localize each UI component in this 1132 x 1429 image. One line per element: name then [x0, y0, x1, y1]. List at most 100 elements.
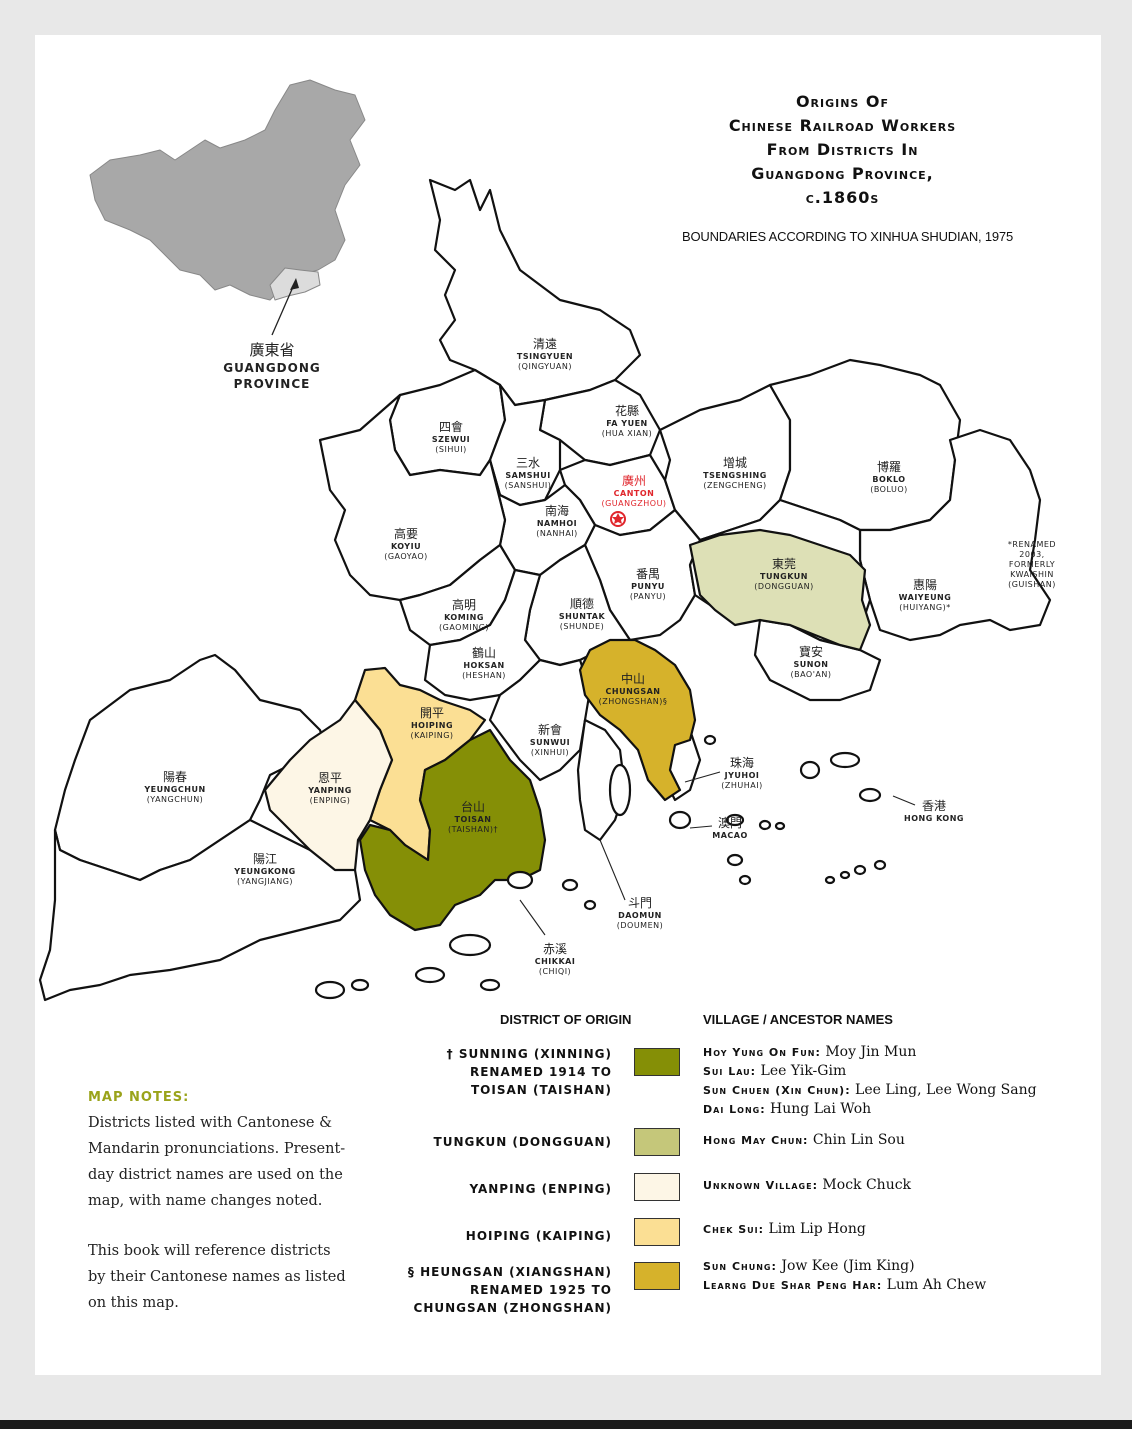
title-line-3: From Districts In — [766, 140, 919, 159]
district-label-md: (SIHUI) — [435, 445, 467, 454]
bottom-bar — [0, 1420, 1132, 1429]
district-label-en: JYUHOI — [724, 771, 760, 780]
district-label-cn: 恩平 — [317, 771, 343, 785]
district-label-cn: 番禺 — [635, 567, 661, 581]
title-line-5: c.1860s — [805, 188, 880, 207]
district-label-md: (DOUMEN) — [616, 921, 664, 930]
district-label: 斗門 DAOMUN (DOUMEN) — [617, 896, 664, 931]
district-label: 高明 KOMING (GAOMING) — [439, 598, 489, 633]
district-label-md: (BOLUO) — [870, 485, 908, 494]
district-label-cn: 博羅 — [876, 460, 902, 474]
district-label-md: (HUA XIAN) — [601, 429, 653, 438]
district-label-cn: 南海 — [544, 504, 569, 518]
district-label-en: KOYIU — [390, 542, 422, 551]
inset-label-line1: GUANGDONG — [223, 361, 321, 375]
district-label-cn: 中山 — [620, 672, 645, 686]
district-label-md: (YANGCHUN) — [146, 795, 204, 804]
district-label-cn: 赤溪 — [542, 942, 568, 956]
district-label-en: CHUNGSAN — [605, 687, 661, 696]
district-zhongshan-fill — [578, 638, 697, 802]
district-label-cn: 珠海 — [729, 756, 755, 770]
district-label-cn: 斗門 — [627, 896, 652, 910]
renamed-note-line: 2003, — [1019, 550, 1045, 559]
legend-district-line: RENAMED 1914 TO — [469, 1065, 612, 1079]
district-label-md: (YANGJIANG) — [236, 877, 294, 886]
district-label-en: SUNWUI — [529, 738, 571, 747]
district-label: 珠海 JYUHOI (ZHUHAI) — [721, 756, 762, 791]
district-label: 高要 KOYIU (GAOYAO) — [384, 527, 428, 562]
district-label-cn: 增城 — [722, 456, 748, 470]
district-label-md: (ZHUHAI) — [721, 781, 763, 790]
legend-district-line: § HEUNGSAN (XIANGSHAN) — [407, 1265, 612, 1279]
district-label-cn: 澳門 — [717, 816, 743, 830]
village-name: Learng Due Shar Peng Har: — [703, 1279, 883, 1292]
district-label: 花縣 FA YUEN (HUA XIAN) — [602, 404, 652, 439]
legend-swatch-yanping — [634, 1173, 680, 1201]
map-notes-paragraph-1: Districts listed with Cantonese & Mandar… — [88, 1115, 346, 1209]
district-label-cn: 開平 — [419, 706, 445, 720]
map-subtitle: BOUNDARIES ACCORDING TO XINHUA SHUDIAN, … — [682, 229, 1013, 244]
district-label: 南海 NAMHOI (NANHAI) — [536, 504, 578, 539]
village-name: Hoy Yung On Fun: — [703, 1046, 821, 1059]
canton-star-icon — [612, 513, 624, 524]
ancestor-names: Lum Ah Chew — [882, 1277, 987, 1293]
district-label-en: TSINGYUEN — [516, 352, 574, 361]
district-label-en: SAMSHUI — [505, 471, 551, 480]
district-label-en: HONG KONG — [904, 814, 964, 823]
district-label: 三水 SAMSHUI (SANSHUI) — [505, 456, 552, 491]
legend-swatch-tungkun — [634, 1128, 680, 1156]
district-label-cn: 高明 — [451, 598, 477, 612]
china-outline — [89, 79, 366, 301]
village-name: Sun Chung: — [703, 1260, 777, 1273]
district-label-cn: 廣州 — [621, 474, 647, 488]
legend-swatch-hoiping — [634, 1218, 680, 1246]
inset-label: 廣東省 GUANGDONG PROVINCE — [223, 340, 320, 392]
district-label-md: (PANYU) — [629, 592, 667, 601]
district-heshan — [423, 568, 542, 702]
village-name: Sui Lau: — [703, 1065, 757, 1078]
district-label-cn: 陽春 — [162, 770, 187, 784]
inset-arrowhead — [290, 278, 299, 290]
district-label-md: (ZENGCHENG) — [703, 481, 767, 490]
legend-swatch-chungsan — [634, 1262, 680, 1290]
district-label: 博羅 BOKLO (BOLUO) — [870, 460, 908, 495]
district-label-en: FA YUEN — [606, 419, 648, 428]
map-notes-paragraph-2: This book will reference districts by th… — [88, 1243, 346, 1311]
district-label-en: NAMHOI — [536, 519, 578, 528]
district-label: 開平 HOIPING (KAIPING) — [410, 706, 453, 741]
district-label-cn: 四會 — [438, 420, 464, 434]
district-label-md: (HUIYANG)* — [899, 603, 951, 612]
district-label-en: YEUNGCHUN — [144, 785, 206, 794]
legend-head-district: DISTRICT OF ORIGIN — [500, 1012, 632, 1027]
district-label: 中山 CHUNGSAN (ZHONGSHAN)§ — [599, 672, 668, 707]
district-label-cn: 順德 — [569, 597, 594, 611]
district-label-cn: 香港 — [921, 799, 947, 813]
district-label-md: (ENPING) — [309, 796, 351, 805]
village-name: Sun Chuen (Xin Chun): — [703, 1084, 851, 1097]
title-line-4: Guangdong Province, — [751, 164, 934, 183]
district-label: 赤溪 CHIKKAI (CHIQI) — [535, 942, 576, 977]
ancestor-names: Moy Jin Mun — [820, 1044, 917, 1060]
district-label-md: (GUANGZHOU) — [601, 499, 667, 508]
district-label-en: DAOMUN — [618, 911, 662, 920]
district-label-md: (HESHAN) — [462, 671, 506, 680]
renamed-note-line: FORMERLY — [1008, 560, 1056, 569]
legend-district-chungsan: § HEUNGSAN (XIANGSHAN) RENAMED 1925 TO C… — [408, 1263, 612, 1317]
district-label: 清遠 TSINGYUEN (QINGYUAN) — [517, 337, 573, 372]
district-label-en: SHUNTAK — [558, 612, 606, 621]
district-boluo — [768, 358, 962, 532]
title-line-1: Origins Of — [795, 92, 890, 111]
district-label-en: SUNON — [793, 660, 829, 669]
legend-district-tungkun: TUNGKUN (DONGGUAN) — [434, 1133, 612, 1151]
legend-district-line: YANPING (ENPING) — [469, 1182, 612, 1196]
district-label-md: (ZHONGSHAN)§ — [598, 697, 668, 706]
district-label-md: (BAO'AN) — [790, 670, 832, 679]
district-label-en: KOMING — [444, 613, 484, 622]
legend-district-hoiping: HOIPING (KAIPING) — [466, 1227, 612, 1245]
district-label-cn: 寶安 — [798, 645, 824, 659]
district-label-en: SZEWUI — [431, 435, 471, 444]
renamed-note-line: KWAISHIN — [1010, 570, 1054, 579]
district-label: 惠陽 WAIYEUNG (HUIYANG)* — [899, 578, 952, 613]
legend-district-line: CHUNGSAN (ZHONGSHAN) — [413, 1301, 612, 1315]
district-label-md: (SANSHUI) — [504, 481, 552, 490]
